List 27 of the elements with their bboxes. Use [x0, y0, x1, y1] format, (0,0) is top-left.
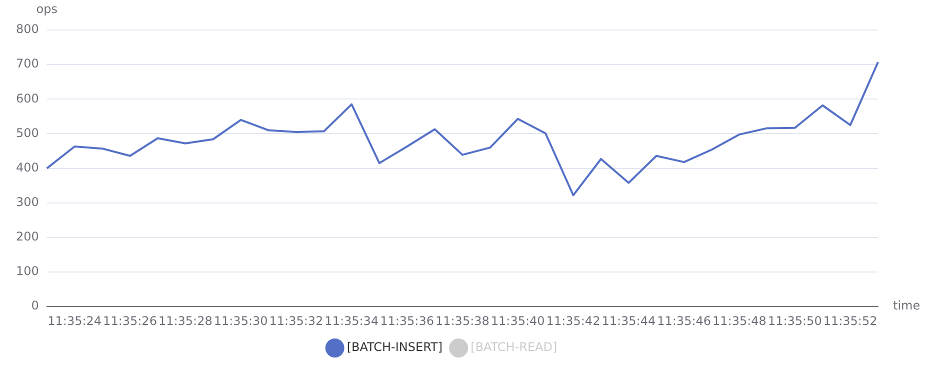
- y-tick-label: 400: [16, 160, 39, 174]
- x-tick-label: 11:35:50: [768, 314, 822, 328]
- x-tick-label: 11:35:42: [546, 314, 600, 328]
- y-axis-title: ops: [36, 2, 58, 16]
- y-tick-label: 600: [16, 91, 39, 106]
- x-tick-label: 11:35:32: [269, 314, 324, 328]
- y-tick-label: 0: [31, 298, 39, 313]
- x-tick-label: 11:35:52: [823, 314, 878, 328]
- y-tick-label: 800: [16, 22, 39, 36]
- x-tick-label: 11:35:48: [712, 314, 766, 328]
- y-tick-label: 500: [16, 126, 39, 140]
- y-tick-label: 100: [16, 264, 39, 278]
- legend-label: [BATCH-INSERT]: [346, 340, 443, 354]
- x-tick-label: 11:35:44: [602, 314, 656, 328]
- x-tick-label: 11:35:26: [103, 314, 157, 328]
- y-tick-label: 700: [16, 56, 39, 71]
- x-tick-label: 11:35:34: [324, 314, 379, 328]
- y-tick-label: 200: [16, 230, 39, 244]
- x-tick-label: 11:35:46: [657, 314, 712, 328]
- x-tick-label: 11:35:40: [490, 314, 545, 328]
- x-tick-label: 11:35:36: [380, 314, 434, 328]
- x-tick-label: 11:35:24: [48, 314, 102, 328]
- x-tick-label: 11:35:38: [436, 314, 490, 328]
- x-axis-title: time: [893, 298, 920, 313]
- y-tick-label: 300: [16, 195, 39, 209]
- x-tick-label: 11:35:28: [158, 314, 212, 328]
- x-tick-label: 11:35:30: [214, 314, 268, 328]
